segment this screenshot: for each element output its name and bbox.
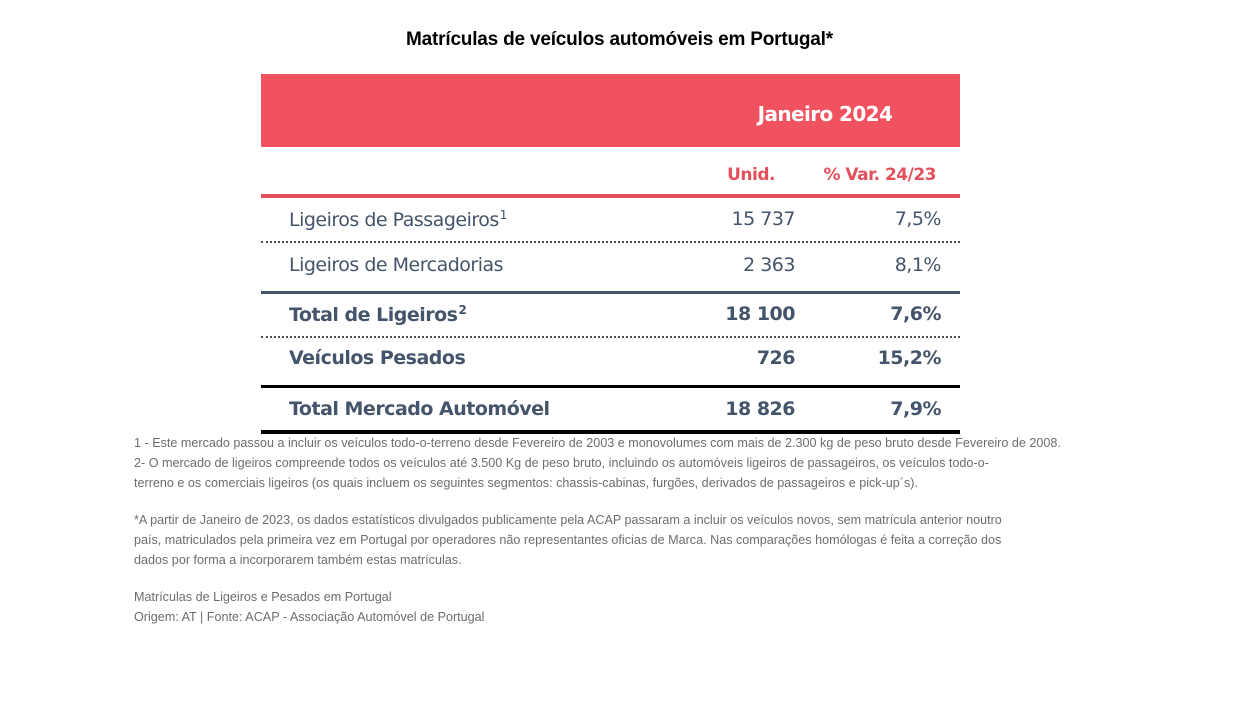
row-units: 726 bbox=[756, 347, 796, 369]
period-label: Janeiro 2024 bbox=[757, 102, 893, 126]
column-header-variation: % Var. 24/23 bbox=[823, 165, 936, 185]
row-label-text: Total de Ligeiros bbox=[289, 304, 458, 326]
row-label: Ligeiros de Passageiros1 bbox=[289, 208, 507, 231]
row-label: Total Mercado Automóvel bbox=[289, 398, 550, 420]
footnote-ref: 1 bbox=[499, 208, 508, 222]
row-variation: 7,5% bbox=[894, 208, 942, 230]
footnote-2-line-2: terreno e os comerciais ligeiros (os qua… bbox=[134, 476, 918, 490]
asterisk-note-block: *A partir de Janeiro de 2023, os dados e… bbox=[134, 510, 1002, 570]
source-caption: Matrículas de Ligeiros e Pesados em Port… bbox=[134, 590, 392, 604]
asterisk-note-line-2: país, matriculados pela primeira vez em … bbox=[134, 533, 1002, 547]
asterisk-note-line-3: dados por forma a incorporarem também es… bbox=[134, 553, 462, 567]
footnotes-block: 1 - Este mercado passou a incluir os veí… bbox=[134, 433, 1061, 493]
row-units: 2 363 bbox=[743, 254, 795, 276]
asterisk-note-line-1: *A partir de Janeiro de 2023, os dados e… bbox=[134, 513, 1002, 527]
row-units: 18 826 bbox=[725, 398, 795, 420]
table-row-total-ligeiros: Total de Ligeiros2 18 100 7,6% bbox=[261, 303, 960, 343]
footnote-ref: 2 bbox=[458, 303, 467, 317]
column-header-units: Unid. bbox=[727, 165, 775, 185]
row-variation: 7,6% bbox=[890, 303, 941, 325]
table-bottom-border bbox=[261, 430, 960, 434]
row-label: Total de Ligeiros2 bbox=[289, 303, 467, 326]
row-variation: 15,2% bbox=[877, 347, 942, 369]
table-row-ligeiros-passageiros: Ligeiros de Passageiros1 15 737 7,5% bbox=[261, 208, 960, 248]
header-divider bbox=[261, 194, 960, 198]
table-row-veiculos-pesados: Veículos Pesados 726 15,2% bbox=[261, 347, 960, 387]
table-row-total-mercado: Total Mercado Automóvel 18 826 7,9% bbox=[261, 398, 960, 438]
row-variation: 7,9% bbox=[890, 398, 941, 420]
footnote-1: 1 - Este mercado passou a incluir os veí… bbox=[134, 436, 1061, 450]
row-variation: 8,1% bbox=[894, 254, 942, 276]
source-origin: Origem: AT | Fonte: ACAP - Associação Au… bbox=[134, 610, 485, 624]
row-units: 15 737 bbox=[731, 208, 796, 230]
total-divider bbox=[261, 385, 960, 388]
registrations-table: Janeiro 2024 Unid. % Var. 24/23 Ligeiros… bbox=[261, 74, 960, 436]
page-title: Matrículas de veículos automóveis em Por… bbox=[406, 29, 833, 50]
footnote-2-line-1: 2- O mercado de ligeiros compreende todo… bbox=[134, 456, 989, 470]
source-block: Matrículas de Ligeiros e Pesados em Port… bbox=[134, 587, 484, 627]
period-header-band: Janeiro 2024 bbox=[261, 74, 960, 147]
subtotal-divider bbox=[261, 291, 960, 294]
table-row-ligeiros-mercadorias: Ligeiros de Mercadorias 2 363 8,1% bbox=[261, 254, 960, 294]
row-divider-dotted bbox=[261, 336, 960, 338]
row-divider-dotted bbox=[261, 241, 960, 243]
row-units: 18 100 bbox=[725, 303, 795, 325]
row-label-text: Ligeiros de Passageiros bbox=[289, 209, 499, 231]
row-label: Veículos Pesados bbox=[289, 347, 466, 369]
row-label: Ligeiros de Mercadorias bbox=[289, 254, 504, 276]
